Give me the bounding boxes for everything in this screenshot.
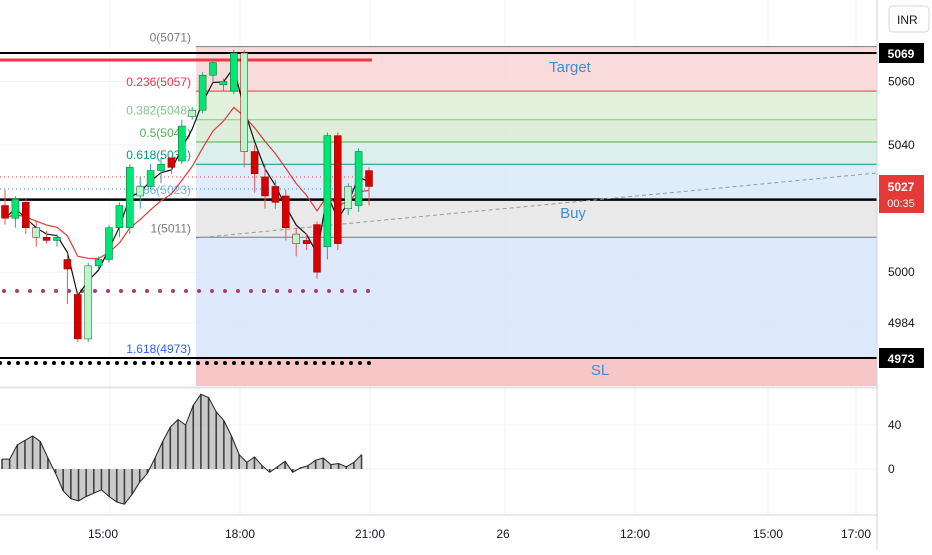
- osc-tick-40: 40: [888, 418, 902, 432]
- price-tag-label-5069: 5069: [888, 47, 915, 61]
- time-tick-2: 21:00: [355, 527, 385, 541]
- current-price-label: 5027: [888, 180, 915, 194]
- current-price-tag[interactable]: [879, 175, 924, 213]
- candle-6[interactable]: [63, 259, 72, 270]
- price-tag-5069[interactable]: [879, 43, 924, 63]
- fib-label-0.786: 0.786(5023): [126, 183, 191, 197]
- fib-band-0.5: [196, 141, 877, 165]
- price-tag-label-4973: 4973: [888, 352, 915, 366]
- fib-band-1: [196, 237, 877, 358]
- fib-band-0.382: [196, 119, 877, 142]
- candle-28[interactable]: [292, 233, 300, 244]
- candle-18[interactable]: [188, 109, 196, 117]
- candle-4[interactable]: [42, 237, 51, 241]
- candle-26[interactable]: [271, 186, 280, 203]
- fib-label-0: 0(5071): [150, 31, 191, 45]
- fib-band-0: [196, 46, 877, 92]
- candle-11[interactable]: [115, 205, 124, 228]
- candle-30[interactable]: [313, 224, 321, 273]
- candle-31[interactable]: [323, 135, 332, 248]
- time-tick-5: 15:00: [753, 527, 783, 541]
- zone-label-sl: SL: [591, 362, 609, 379]
- candle-23[interactable]: [240, 52, 248, 152]
- fib-label-1: 1(5011): [151, 221, 191, 235]
- candle-20[interactable]: [209, 62, 217, 76]
- zone-sl: [196, 358, 877, 386]
- fib-label-1.618: 1.618(4973): [126, 342, 191, 356]
- ma-fast-line: [4, 66, 370, 298]
- zone-label-buy: Buy: [560, 205, 586, 222]
- candle-7[interactable]: [74, 294, 82, 340]
- candle-3[interactable]: [32, 227, 40, 238]
- price-tag-4973[interactable]: [879, 348, 924, 368]
- time-tick-6: 17:00: [841, 527, 871, 541]
- candle-0[interactable]: [1, 205, 9, 219]
- candle-19[interactable]: [198, 74, 207, 111]
- candle-10[interactable]: [105, 227, 113, 260]
- price-tick-5040: 5040: [888, 138, 915, 152]
- candle-8[interactable]: [84, 265, 92, 340]
- candle-9[interactable]: [94, 259, 103, 267]
- candle-21[interactable]: [219, 81, 228, 86]
- time-tick-1: 18:00: [225, 527, 255, 541]
- candle-12[interactable]: [126, 167, 134, 228]
- candle-17[interactable]: [178, 125, 186, 162]
- oscillator-area: [2, 394, 362, 505]
- price-tick-5060: 5060: [888, 75, 915, 89]
- price-tick-4984: 4984: [888, 316, 915, 330]
- time-tick-3: 26: [496, 527, 510, 541]
- candle-22[interactable]: [230, 52, 238, 92]
- candle-13[interactable]: [136, 186, 144, 197]
- candle-14[interactable]: [146, 170, 155, 187]
- candle-2[interactable]: [22, 202, 30, 228]
- candle-33[interactable]: [344, 186, 352, 209]
- currency-selector[interactable]: [888, 5, 930, 33]
- fib-label-0.382: 0.382(5048): [126, 104, 191, 118]
- fib-band-0.786: [196, 199, 877, 238]
- oscillator-line: [2, 393, 362, 505]
- candle-24[interactable]: [250, 151, 259, 174]
- time-tick-4: 12:00: [620, 527, 650, 541]
- price-axis-background: [878, 0, 932, 550]
- candle-5[interactable]: [53, 237, 61, 241]
- zone-label-target: Target: [549, 59, 592, 76]
- fib-label-0.236: 0.236(5057): [126, 75, 191, 89]
- bar-countdown-label: 00:35: [887, 198, 915, 210]
- trendline: [195, 172, 878, 239]
- fib-band-0.236: [196, 91, 877, 120]
- candle-15[interactable]: [157, 163, 165, 171]
- time-tick-0: 15:00: [88, 527, 118, 541]
- ma-slow-line: [4, 106, 370, 260]
- osc-tick-0: 0: [888, 462, 895, 476]
- candle-25[interactable]: [261, 176, 269, 197]
- candle-34[interactable]: [354, 151, 363, 206]
- candle-29[interactable]: [302, 240, 311, 244]
- currency-label: INR: [897, 13, 918, 27]
- price-tick-5000: 5000: [888, 265, 915, 279]
- candle-16[interactable]: [167, 157, 176, 168]
- fib-band-0.618: [196, 164, 877, 200]
- candle-32[interactable]: [334, 135, 342, 244]
- candle-27[interactable]: [282, 195, 290, 228]
- candle-35[interactable]: [365, 170, 373, 187]
- candle-1[interactable]: [11, 198, 20, 219]
